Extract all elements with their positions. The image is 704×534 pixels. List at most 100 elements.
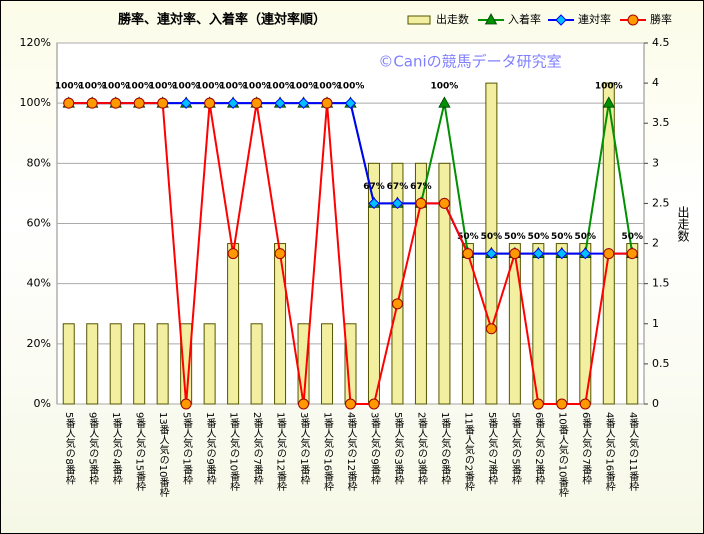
data-label: 67%	[410, 182, 432, 192]
legend-label: 出走数	[436, 12, 469, 26]
marker	[321, 97, 333, 109]
bar	[508, 243, 521, 405]
y2-tick-label: 0.5	[652, 357, 670, 370]
marker	[532, 247, 545, 260]
y-tick-label: 100%	[20, 96, 51, 109]
y-tick-label: 20%	[27, 337, 51, 350]
x-tick-label: 2番人気の3番枠	[415, 412, 427, 486]
bar	[109, 323, 122, 405]
marker	[484, 13, 498, 25]
bar	[274, 243, 287, 405]
marker	[344, 97, 357, 109]
data-label: 100%	[243, 82, 271, 92]
legend-swatch	[407, 15, 431, 25]
y-tick-label: 0%	[34, 397, 51, 410]
data-label: 100%	[290, 82, 318, 92]
y2-tick-label: 2	[652, 237, 659, 250]
legend-label: 勝率	[650, 12, 672, 26]
marker	[274, 97, 286, 109]
x-tick-label: 4番人気の12番枠	[345, 412, 357, 492]
marker	[227, 97, 239, 109]
x-tick-label: 9番人気の5番枠	[87, 412, 99, 486]
x-tick-label: 6番人気の7番枠	[580, 412, 592, 486]
x-tick-label: 1番人気の9番枠	[204, 412, 216, 486]
y-tick-label: 120%	[20, 36, 51, 49]
y-tick-label: 60%	[27, 217, 51, 230]
chart-title: 勝率、連対率、入着率（連対率順）	[118, 12, 326, 28]
x-tick-label: 5番人気の7番枠	[486, 412, 498, 486]
x-tick-label: 3番人気の1番枠	[298, 412, 310, 486]
marker	[438, 197, 450, 209]
marker	[603, 248, 615, 260]
bar	[602, 82, 615, 405]
marker	[274, 248, 286, 260]
data-label: 100%	[219, 82, 247, 92]
data-label: 50%	[457, 232, 479, 242]
x-tick-label: 9番人気の15番枠	[134, 412, 146, 492]
marker	[462, 248, 474, 260]
x-tick-label: 4番人気の16番枠	[603, 412, 615, 492]
x-tick-label: 4番人気の11番枠	[627, 412, 639, 492]
marker	[579, 247, 592, 260]
marker	[626, 248, 638, 260]
legend-label: 入着率	[508, 12, 541, 26]
x-tick-label: 6番人気の2番枠	[533, 412, 545, 486]
x-tick-label: 2番人気の7番枠	[251, 412, 263, 486]
y2-tick-label: 4.5	[652, 36, 670, 49]
x-tick-label: 13番人気の10番枠	[157, 412, 169, 498]
bar	[485, 82, 498, 405]
data-label: 100%	[102, 82, 130, 92]
y2-tick-label: 2.5	[652, 196, 670, 209]
bar	[86, 323, 99, 405]
data-label: 100%	[55, 82, 83, 92]
data-label: 50%	[621, 232, 643, 242]
data-label: 100%	[337, 82, 365, 92]
x-tick-label: 1番人気の6番枠	[439, 412, 451, 486]
y2-tick-label: 4	[652, 76, 659, 89]
marker	[555, 14, 567, 26]
y2-tick-label: 1	[652, 317, 659, 330]
x-tick-label: 5番人気の8番枠	[63, 412, 75, 486]
data-label: 50%	[481, 232, 503, 242]
bar	[227, 243, 240, 405]
marker	[627, 14, 639, 26]
marker	[556, 247, 568, 260]
marker	[251, 97, 263, 109]
bar	[156, 323, 169, 405]
marker	[86, 97, 98, 109]
marker	[157, 97, 169, 109]
data-label: 100%	[149, 82, 177, 92]
marker	[180, 398, 192, 410]
marker	[532, 398, 544, 410]
y-tick-label: 80%	[27, 156, 51, 169]
marker	[110, 97, 122, 109]
marker	[133, 97, 145, 109]
x-tick-label: 5番人気の5番枠	[509, 412, 521, 486]
data-label: 50%	[551, 232, 573, 242]
marker	[391, 298, 403, 310]
x-tick-label: 10番人気の10番枠	[556, 412, 568, 498]
marker	[438, 96, 451, 108]
watermark: ©Caniの競馬データ研究室	[378, 53, 561, 71]
x-tick-label: 3番人気の9番枠	[368, 412, 380, 486]
y2-axis-title: 出走数	[676, 206, 690, 243]
marker	[227, 248, 239, 260]
x-tick-label: 5番人気の3番枠	[392, 412, 404, 486]
bar	[250, 323, 263, 405]
y2-tick-label: 3.5	[652, 116, 670, 129]
data-label: 67%	[363, 182, 385, 192]
x-tick-label: 5番人気の1番枠	[181, 412, 193, 486]
marker	[415, 197, 427, 209]
data-label: 100%	[313, 82, 341, 92]
bar	[321, 323, 334, 405]
data-label: 100%	[78, 82, 106, 92]
x-tick-label: 1番人気の12番枠	[275, 412, 287, 492]
bar	[626, 243, 639, 405]
data-label: 100%	[266, 82, 294, 92]
data-label: 50%	[575, 232, 597, 242]
x-tick-label: 1番人気の4番枠	[110, 412, 122, 486]
marker	[298, 398, 310, 410]
marker	[391, 197, 404, 210]
marker	[602, 96, 615, 108]
